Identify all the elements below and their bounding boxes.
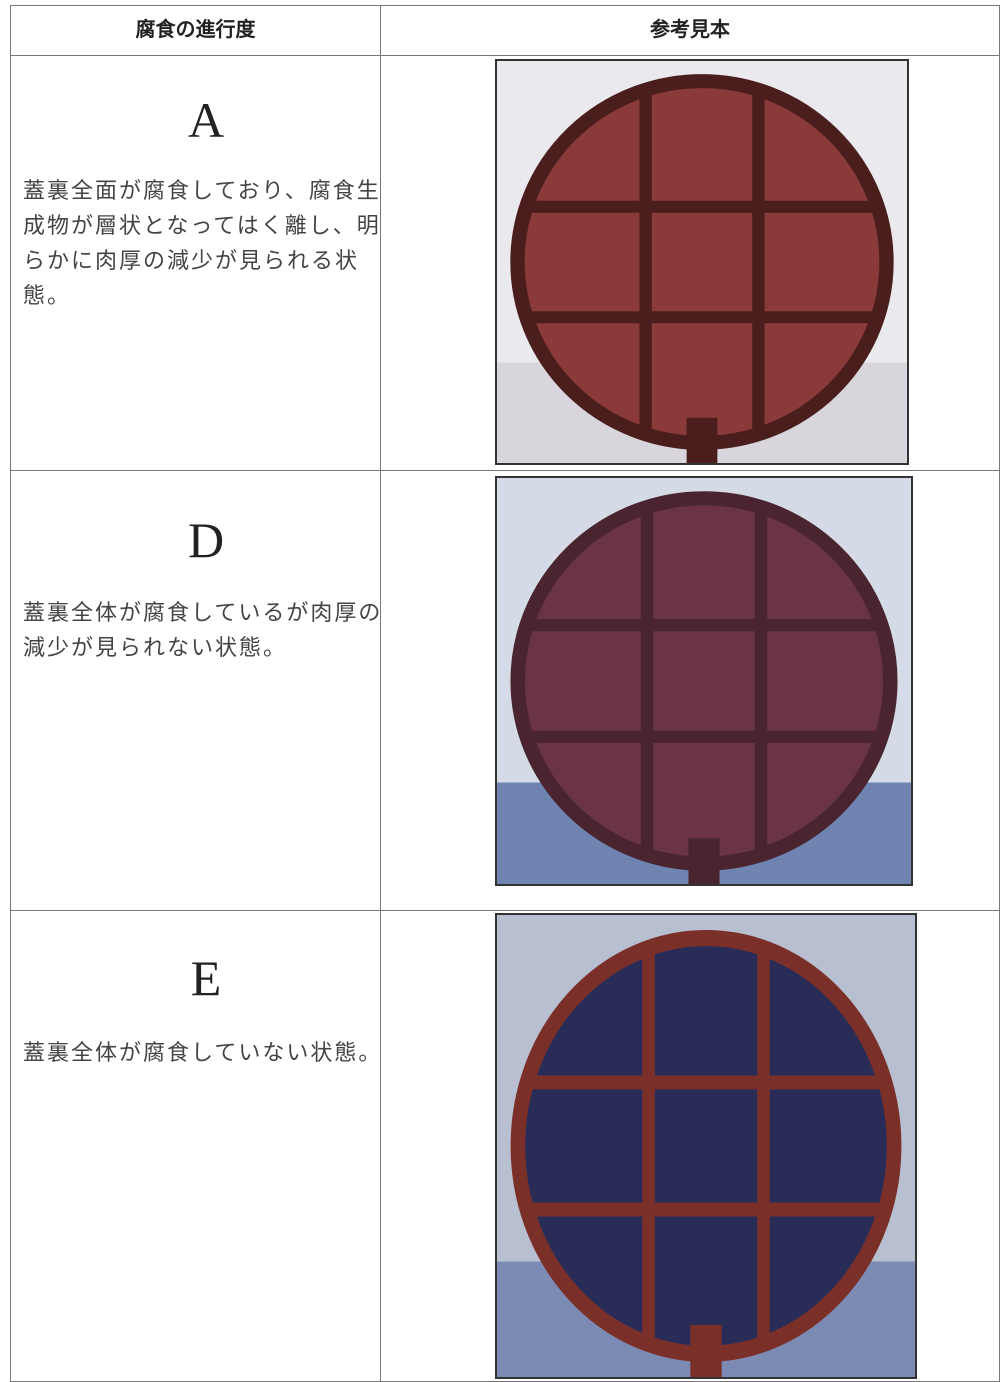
description: 蓋裏全体が腐食しているが肉厚の減少が見られない状態。 — [23, 601, 383, 661]
header-text: 参考見本 — [650, 17, 730, 41]
sample-photo — [495, 476, 913, 886]
sample-photo — [495, 913, 917, 1379]
sample-cell — [380, 910, 1000, 1382]
grade-cell: D 蓋裏全体が腐食しているが肉厚の減少が見られない状態。 — [10, 470, 381, 911]
sample-photo — [495, 59, 909, 465]
cover-image — [497, 61, 907, 463]
description: 蓋裏全体が腐食していない状態。 — [23, 1041, 383, 1066]
header-text: 腐食の進行度 — [135, 17, 256, 41]
grade-letter: E — [190, 950, 222, 1006]
sample-cell — [380, 55, 1000, 471]
cover-image — [497, 478, 911, 884]
header-cell: 腐食の進行度 — [10, 5, 381, 56]
cover-image — [497, 915, 915, 1377]
header-cell: 参考見本 — [380, 5, 1000, 56]
grade-cell: A 蓋裏全面が腐食しており、腐食生成物が層状となってはく離し、明らかに肉厚の減少… — [10, 55, 381, 471]
description: 蓋裏全面が腐食しており、腐食生成物が層状となってはく離し、明らかに肉厚の減少が見… — [23, 179, 381, 309]
sample-cell — [380, 470, 1000, 911]
grade-cell: E 蓋裏全体が腐食していない状態。 — [10, 910, 381, 1382]
grade-letter: D — [187, 512, 225, 568]
grade-letter: A — [187, 92, 225, 148]
